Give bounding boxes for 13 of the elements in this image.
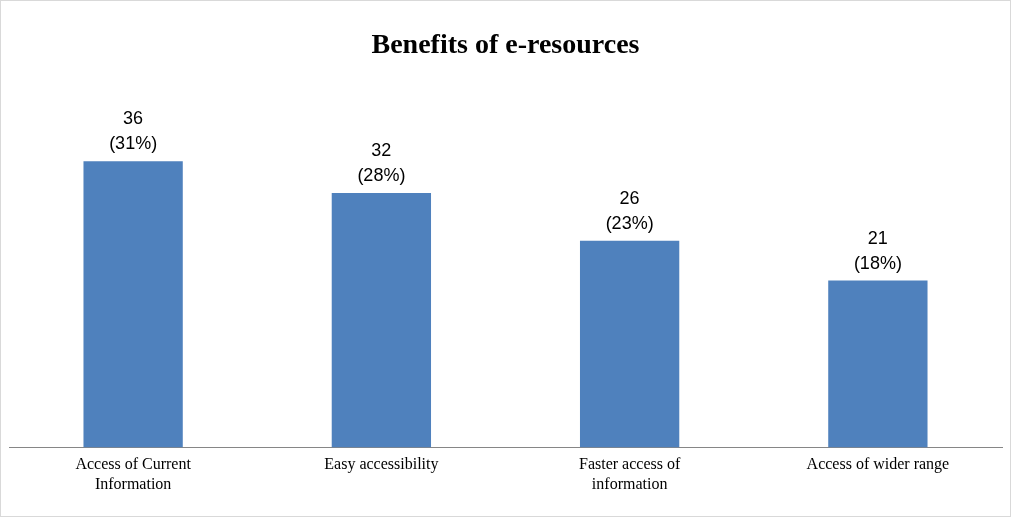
bar	[828, 280, 928, 448]
data-label: 26 (23%)	[605, 187, 654, 233]
x-tick-label: Access of wider range	[806, 455, 950, 474]
data-label: 32 (28%)	[357, 140, 406, 186]
x-tick-label: Faster access of information	[578, 455, 681, 492]
data-label: 36 (31%)	[109, 108, 158, 154]
x-tick-label: Access of Current Information	[75, 455, 192, 492]
data-label: 21 (18%)	[853, 227, 902, 273]
bar	[331, 193, 432, 448]
x-tick-label: Easy accessibility	[324, 455, 439, 474]
bar	[579, 240, 680, 448]
bar	[83, 161, 183, 448]
chart-title: Benefits of e-resources	[371, 28, 640, 60]
